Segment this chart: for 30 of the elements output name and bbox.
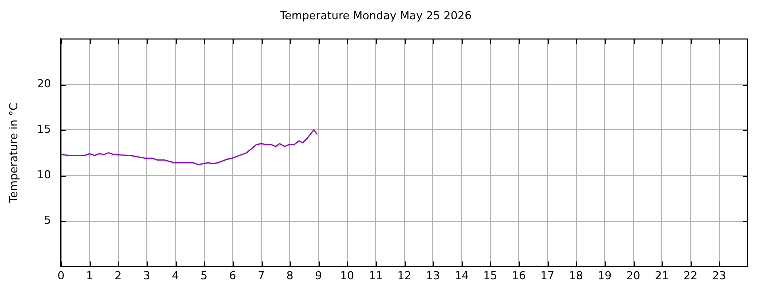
- chart-title: Temperature Monday May 25 2026: [279, 9, 472, 22]
- y-tick-label: 10: [37, 168, 52, 182]
- x-tick-label: 17: [540, 269, 555, 282]
- y-tick-label: 20: [37, 78, 52, 91]
- x-tick-label: 0: [58, 269, 65, 282]
- x-tick-label: 16: [512, 269, 526, 282]
- x-tick-label: 8: [286, 269, 294, 282]
- y-tick-label: 15: [37, 123, 52, 136]
- x-tick-label: 13: [426, 269, 440, 282]
- x-tick-label: 21: [655, 269, 670, 282]
- x-tick-label: 2: [114, 269, 122, 282]
- x-tick-label: 3: [144, 269, 151, 282]
- x-tick-label: 4: [172, 269, 180, 282]
- x-tick-label: 15: [483, 269, 498, 282]
- y-tick-label: 5: [44, 214, 52, 228]
- y-axis-title: Temperature in °C: [7, 102, 20, 204]
- x-tick-label: 14: [454, 269, 469, 282]
- x-tick-label: 11: [368, 269, 383, 282]
- x-tick-label: 20: [626, 269, 641, 282]
- x-tick-label: 23: [712, 269, 726, 282]
- x-tick-label: 10: [340, 269, 354, 282]
- x-tick-label: 18: [569, 269, 584, 282]
- x-tick-label: 9: [315, 269, 322, 282]
- x-tick-label: 12: [398, 269, 412, 282]
- x-tick-label: 6: [229, 269, 236, 282]
- x-tick-label: 22: [684, 269, 698, 282]
- x-tick-label: 7: [258, 269, 266, 282]
- x-tick-label: 1: [86, 269, 94, 282]
- x-tick-label: 19: [598, 269, 612, 282]
- x-tick-label: 5: [200, 269, 208, 282]
